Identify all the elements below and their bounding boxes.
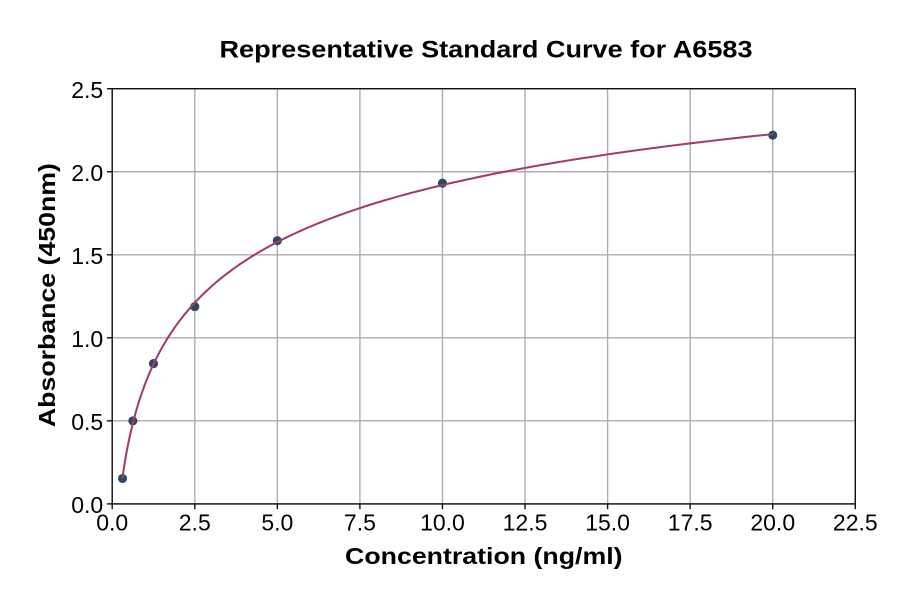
svg-text:15.0: 15.0 bbox=[585, 510, 630, 536]
svg-text:17.5: 17.5 bbox=[668, 510, 713, 536]
svg-text:1.0: 1.0 bbox=[71, 326, 103, 352]
svg-text:20.0: 20.0 bbox=[750, 510, 795, 536]
svg-text:0.0: 0.0 bbox=[71, 492, 103, 518]
svg-text:7.5: 7.5 bbox=[344, 510, 376, 536]
svg-text:0.5: 0.5 bbox=[71, 409, 103, 435]
svg-text:0.0: 0.0 bbox=[96, 510, 128, 536]
svg-text:12.5: 12.5 bbox=[503, 510, 548, 536]
svg-text:2.5: 2.5 bbox=[179, 510, 211, 536]
svg-text:5.0: 5.0 bbox=[261, 510, 293, 536]
svg-text:Absorbance (450nm): Absorbance (450nm) bbox=[34, 163, 60, 427]
svg-text:2.0: 2.0 bbox=[71, 160, 103, 186]
svg-text:Concentration (ng/ml): Concentration (ng/ml) bbox=[345, 543, 623, 569]
svg-text:2.5: 2.5 bbox=[71, 77, 103, 103]
svg-text:10.0: 10.0 bbox=[420, 510, 465, 536]
svg-text:1.5: 1.5 bbox=[71, 243, 103, 269]
svg-text:22.5: 22.5 bbox=[833, 510, 878, 536]
svg-text:Representative Standard Curve: Representative Standard Curve for A6583 bbox=[220, 37, 753, 64]
